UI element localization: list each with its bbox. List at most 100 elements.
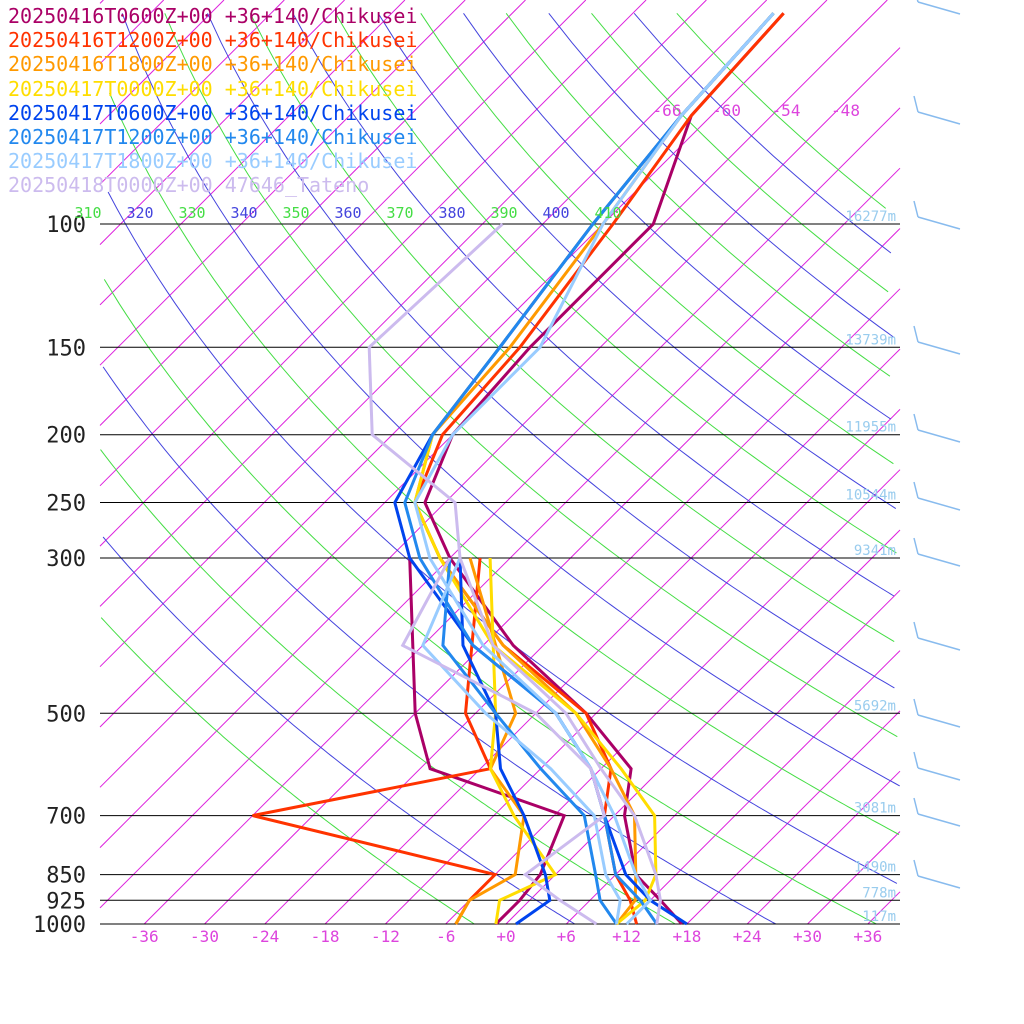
theta-label: 390 [490,204,517,222]
legend-item: 20250416T1800Z+00 +36+140/Chikusei [8,52,418,77]
pressure-label: 1000 [33,913,86,938]
height-label: 13739m [845,332,896,348]
isotherm-line [686,710,901,925]
upper-temperature-label: -48 [831,101,860,120]
pressure-label: 700 [46,805,86,830]
wind-barb [917,111,961,125]
wind-barb-flag [913,797,919,815]
wind-barb-flag [913,537,919,555]
temperature-tick-label: -24 [250,927,279,946]
dry-adiabat [249,13,895,643]
isotherm-line [99,0,406,306]
wind-barb-flag [913,481,919,499]
theta-label: 400 [542,204,569,222]
height-label: 16277m [845,209,896,225]
wind-barb [917,341,961,355]
wind-barb [917,637,961,651]
sounding-series [252,12,785,926]
temperature-tick-label: -6 [436,927,455,946]
wind-barb [917,875,961,889]
dry-adiabat [505,13,891,377]
wind-barb-flag [916,0,919,3]
isotherm-line [99,0,225,125]
isotherm-line [445,469,901,925]
dry-adiabat [377,13,897,510]
wind-barb-flag [913,325,919,343]
theta-label: 410 [594,204,621,222]
wind-barb-flag [913,621,919,639]
theta-label: 370 [386,204,413,222]
isotherm-line [746,770,901,925]
theta-label: 320 [126,204,153,222]
wind-barb [917,497,961,511]
isotherm-line [99,47,901,848]
temperature-tick-label: -36 [130,927,159,946]
dry-adiabat [107,191,898,884]
isotherm-line [99,0,768,668]
dry-adiabat [164,13,898,738]
height-label: 9341m [854,543,896,559]
isotherm-line [324,348,901,925]
height-label: 10544m [845,488,896,504]
height-label: 5692m [854,698,896,714]
pressure-label: 200 [46,424,86,449]
dewpoint-profile-6 [421,557,622,925]
upper-temperature-label: -60 [712,101,741,120]
legend-item: 20250417T1200Z+00 +36+140/Chikusei [8,125,418,150]
legend-item: 20250417T0600Z+00 +36+140/Chikusei [8,100,418,125]
temperature-profile-6 [413,12,775,926]
pressure-label: 500 [46,702,86,727]
isotherm-line [99,0,104,4]
isotherm-line [99,0,165,65]
height-label: 117m [862,909,896,925]
temperature-tick-label: +6 [557,927,576,946]
dry-adiabat [207,13,895,689]
height-label: 778m [862,885,896,901]
isotherm-line [626,650,901,925]
height-label: 3081m [854,801,896,817]
wind-barb-flag [913,698,919,716]
temperature-tick-label: -18 [311,927,340,946]
isotherm-line [264,288,901,925]
theta-label: 380 [438,204,465,222]
isotherm-line [99,107,901,909]
legend-item: 20250417T1800Z+00 +36+140/Chikusei [8,149,418,174]
dewpoint-profile-4 [458,557,552,926]
wind-barb-flag [913,751,919,769]
wind-barb [917,714,961,728]
isotherm-line [99,0,526,426]
temperature-tick-label: +0 [496,927,515,946]
wind-barb [917,429,961,443]
temperature-tick-label: +18 [672,927,701,946]
dewpoint-profile-5 [441,557,618,925]
dewpoint-profile-1 [252,557,499,925]
isotherm-line [99,0,466,366]
theta-label: 310 [74,204,101,222]
isotherm-line [99,0,285,185]
wind-barb-flag [913,200,919,218]
pressure-label: 100 [46,213,86,238]
wind-barb-flag [913,859,919,877]
wind-barbs [913,0,961,889]
theta-label: 330 [178,204,205,222]
dry-adiabat [109,92,900,835]
legend-item: 20250417T0000Z+00 +36+140/Chikusei [8,76,418,101]
dry-adiabat [420,13,894,465]
legend: 20250416T0600Z+00 +36+140/Chikusei 202504… [8,4,417,198]
isotherm-line [99,0,828,728]
temperature-profile-2 [413,12,775,925]
legend-item: 20250416T0600Z+00 +36+140/Chikusei [8,4,418,28]
temperature-tick-label: +24 [733,927,762,946]
temperature-tick-label: +30 [793,927,822,946]
isotherm-line [385,409,901,925]
isotherm-line [505,529,901,925]
dry-adiabat [676,12,887,209]
wind-barb [917,767,961,781]
isotherm-line [565,589,901,925]
isotherm-line [807,831,901,925]
wind-barb [917,1,961,15]
temperature-tick-label: -12 [371,927,400,946]
legend-item: 20250418T0000Z+00 47646_Tateno [8,173,370,198]
wind-barb [917,216,961,230]
